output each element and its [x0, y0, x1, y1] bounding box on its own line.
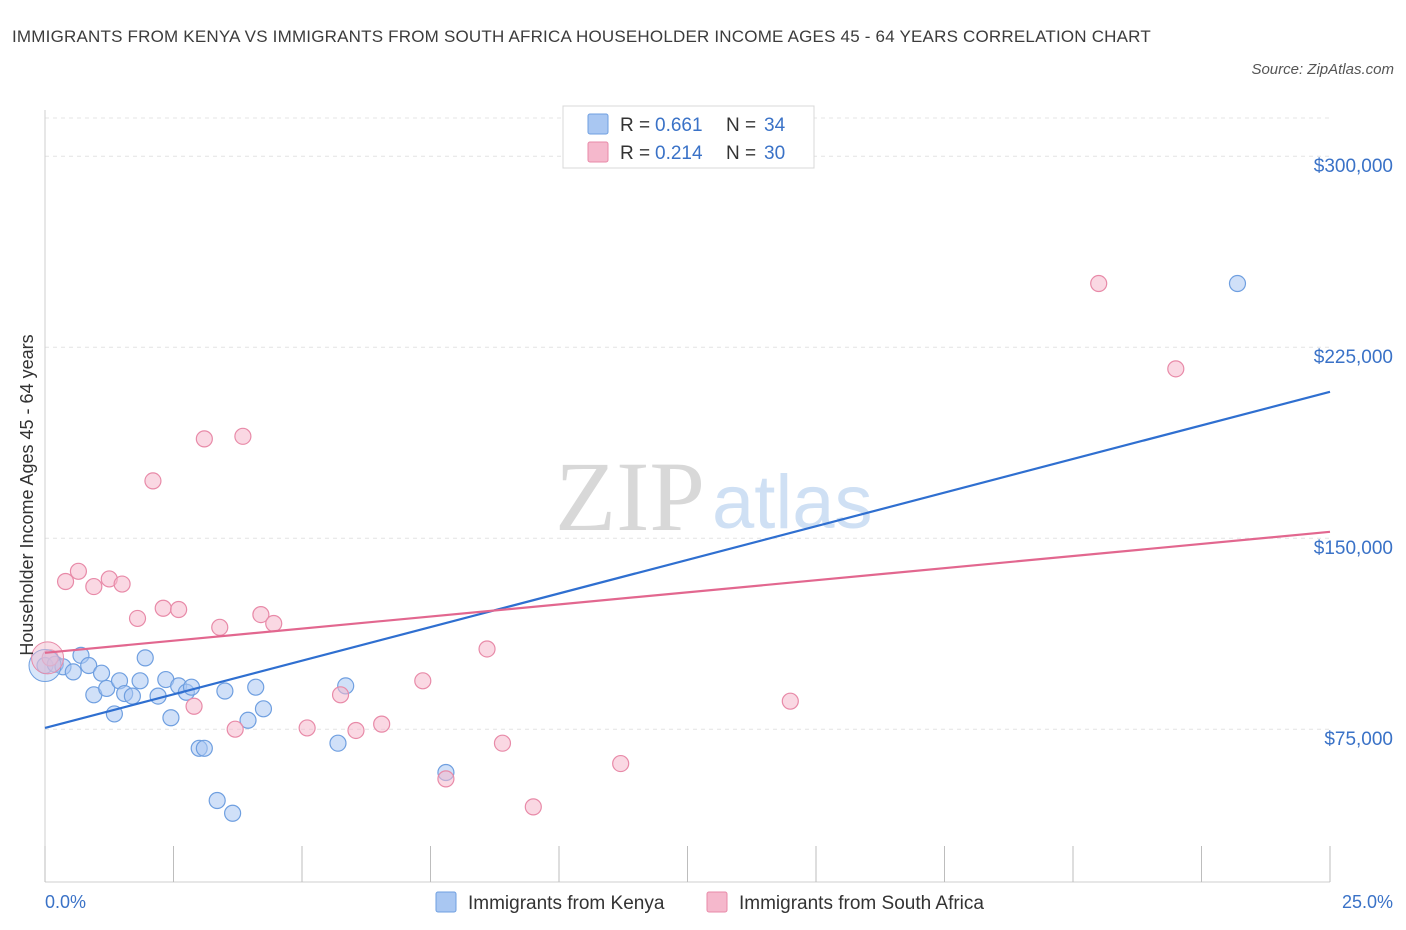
watermark: ZIP atlas: [555, 441, 873, 552]
south-africa-point: [185, 697, 203, 715]
kenya-trend-line: [44, 390, 1331, 729]
legend-swatch-south-africa: [587, 141, 609, 163]
y-tick-label: $150,000: [1314, 538, 1393, 559]
legend-n-label-south-africa: N =: [726, 143, 756, 164]
data-points: [28, 274, 1247, 822]
y-tick-label: $300,000: [1314, 156, 1393, 177]
legend-n-label-kenya: N =: [726, 115, 756, 136]
kenya-point: [329, 734, 347, 752]
south-africa-point: [478, 640, 496, 658]
kenya-point: [64, 663, 82, 681]
south-africa-point-large: [31, 641, 65, 675]
south-africa-point: [128, 609, 147, 628]
south-africa-point: [373, 715, 391, 733]
south-africa-point: [524, 798, 542, 816]
kenya-point: [136, 649, 154, 667]
kenya-point: [1228, 274, 1247, 293]
south-africa-point: [56, 572, 75, 591]
kenya-point: [239, 711, 257, 729]
south-africa-point: [493, 734, 512, 752]
south-africa-point: [414, 672, 432, 690]
south-africa-point: [298, 719, 316, 737]
south-africa-point: [1090, 274, 1108, 293]
x-tick-label-min: 0.0%: [45, 892, 86, 912]
south-africa-point: [347, 721, 365, 740]
bottom-legend: Immigrants from Kenya Immigrants from So…: [435, 891, 984, 914]
kenya-point-large: [28, 649, 62, 683]
kenya-point: [92, 664, 111, 682]
south-africa-point: [331, 686, 350, 704]
kenya-point: [131, 672, 149, 690]
watermark-atlas: atlas: [712, 460, 873, 545]
south-africa-point: [437, 770, 455, 788]
legend-n-value-kenya: 34: [764, 115, 786, 136]
bottom-legend-label-south-africa: Immigrants from South Africa: [739, 893, 984, 914]
south-africa-point: [195, 430, 213, 448]
x-tick-labels: 0.0% 25.0%: [45, 892, 1393, 912]
kenya-point: [80, 656, 98, 675]
south-africa-point: [1167, 360, 1185, 378]
bottom-legend-swatch-south-africa: [706, 891, 728, 913]
south-africa-point: [211, 618, 229, 636]
y-tick-label: $75,000: [1324, 729, 1393, 750]
legend-box: R = 0.661 N = 34 R = 0.214 N = 30: [562, 105, 815, 169]
south-africa-point: [113, 575, 131, 593]
kenya-point: [123, 687, 141, 705]
legend-r-label-south-africa: R =: [620, 143, 650, 164]
x-tick-label-max: 25.0%: [1342, 892, 1393, 912]
bottom-legend-swatch-kenya: [435, 891, 457, 913]
legend-r-value-south-africa: 0.214: [655, 143, 703, 164]
y-axis-label: Householder Income Ages 45 - 64 years: [17, 334, 37, 655]
south-africa-point: [781, 692, 799, 710]
kenya-point: [208, 791, 226, 810]
chart-title: IMMIGRANTS FROM KENYA VS IMMIGRANTS FROM…: [12, 27, 1151, 46]
y-tick-label: $225,000: [1314, 347, 1393, 368]
south-africa-point: [612, 754, 630, 773]
south-africa-point: [226, 720, 244, 738]
trend-lines: [44, 390, 1331, 729]
kenya-point: [254, 700, 273, 718]
south-africa-point: [265, 614, 283, 633]
legend-n-value-south-africa: 30: [764, 143, 785, 164]
legend-r-value-kenya: 0.661: [655, 115, 703, 136]
south-africa-trend-line: [44, 530, 1331, 654]
kenya-point: [195, 739, 213, 757]
legend-swatch-kenya: [587, 113, 609, 135]
y-tick-labels: $75,000 $150,000 $225,000 $300,000: [1314, 156, 1393, 750]
kenya-point: [98, 679, 116, 698]
legend-r-label-kenya: R =: [620, 115, 650, 136]
watermark-zip: ZIP: [555, 441, 705, 552]
kenya-point: [247, 678, 265, 696]
kenya-point: [224, 804, 242, 822]
south-africa-point: [154, 599, 172, 617]
south-africa-point: [170, 600, 188, 619]
south-africa-point: [234, 427, 252, 445]
south-africa-point: [85, 577, 103, 596]
axes: [44, 110, 1331, 883]
source-label: Source: ZipAtlas.com: [1251, 61, 1394, 78]
south-africa-point: [69, 562, 88, 580]
grid-lines: [45, 117, 1330, 730]
kenya-point: [216, 682, 234, 700]
kenya-point: [162, 709, 180, 727]
bottom-legend-label-kenya: Immigrants from Kenya: [468, 893, 665, 914]
south-africa-point: [252, 605, 270, 624]
south-africa-point: [144, 472, 162, 490]
